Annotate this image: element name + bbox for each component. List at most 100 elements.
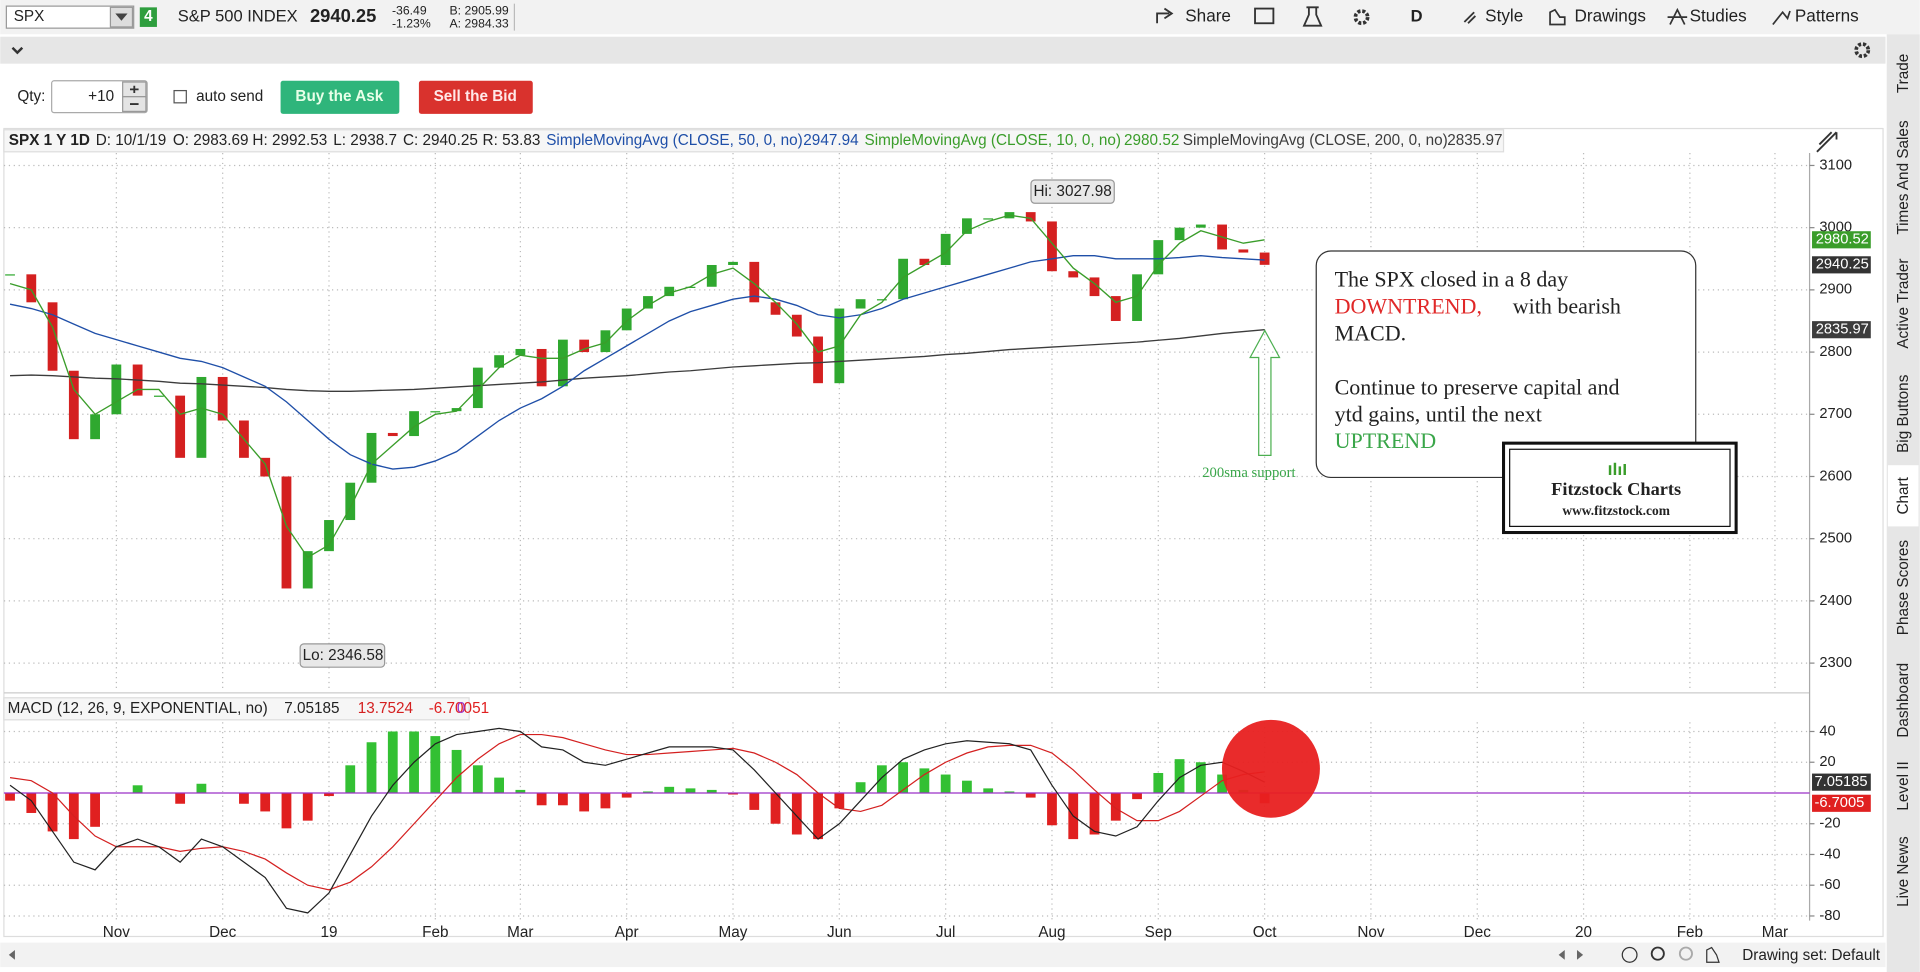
macd-badge-label: 7.05185 (1814, 774, 1867, 790)
notes-icon[interactable] (1254, 7, 1275, 25)
histogram-bar (430, 736, 441, 793)
style-button[interactable]: Style (1485, 6, 1523, 26)
studies-button[interactable]: Studies (1690, 6, 1747, 26)
candle (621, 308, 632, 331)
header-low: L: 2938.7 (333, 132, 397, 149)
panel-settings[interactable] (1854, 42, 1871, 59)
hist-value: -6.70051 (429, 700, 489, 717)
candle (47, 302, 58, 371)
macd-header (3, 697, 470, 721)
comment-downtrend: DOWNTREND, (1335, 294, 1482, 319)
support-label: 200sma support (1202, 465, 1295, 481)
candle (536, 348, 547, 387)
signal-value: 13.7524 (358, 700, 414, 717)
pan-tool[interactable] (1706, 946, 1720, 963)
histogram-bar (175, 792, 186, 804)
candle (919, 258, 930, 265)
auto-send-checkbox[interactable] (173, 89, 187, 104)
panel-bar (0, 36, 1886, 64)
sma-line (10, 329, 1265, 392)
histogram-bar (260, 792, 271, 812)
histogram-bar (1153, 772, 1164, 793)
histogram-bar (1217, 774, 1227, 793)
candle (409, 411, 419, 437)
histogram-bar (919, 768, 930, 793)
buy-button[interactable] (280, 80, 400, 114)
candle (855, 299, 866, 309)
net-change: -36.49 (392, 3, 427, 17)
x-tick-label: 20 (1575, 924, 1592, 941)
x-tick-label: May (719, 924, 748, 941)
active-tab (1887, 465, 1919, 527)
comment-line: MACD. (1335, 320, 1407, 345)
header-open: O: 2983.69 (173, 132, 249, 149)
macd-value: 7.05185 (284, 700, 339, 717)
price-badge-label: 2980.52 (1816, 232, 1869, 248)
highlight-circle (1221, 719, 1320, 818)
sidebar-tab[interactable]: Trade (1895, 54, 1912, 93)
chart-style-icon[interactable] (1816, 131, 1838, 153)
drawings-button[interactable]: Drawings (1575, 6, 1646, 26)
sidebar-tab[interactable]: Phase Scores (1895, 540, 1912, 636)
plot: Nov Dec 19 Feb Mar Apr May Jun Jul Aug Sep Oct Nov De… (3, 153, 1871, 941)
candle (1153, 240, 1164, 275)
studies-icon (1667, 7, 1688, 25)
sidebar-tab[interactable]: Dashboard (1895, 663, 1912, 738)
candle (153, 395, 164, 397)
hist-badge (1812, 794, 1871, 812)
lab-icon[interactable] (1302, 6, 1323, 27)
y-tick-label: 2700 (1819, 406, 1852, 422)
sidebar-tab[interactable]: Times And Sales (1895, 120, 1912, 235)
candle (664, 286, 675, 297)
header-range: R: 53.83 (483, 132, 541, 149)
crosshair-tool[interactable] (1621, 946, 1638, 963)
histogram-bar (643, 791, 653, 793)
y-tick-label: 2900 (1819, 282, 1852, 298)
study-value: 2980.52 (1124, 132, 1179, 149)
toolbar (0, 0, 1920, 35)
link-badge[interactable] (139, 7, 157, 27)
x-tick-label: Apr (615, 924, 639, 941)
candle (494, 355, 505, 368)
candle (962, 218, 972, 234)
logo-url: www.fitzstock.com (1562, 503, 1670, 518)
comment-line: ytd gains, until the next (1335, 401, 1542, 426)
x-tick-label: Jun (827, 924, 852, 941)
candle (515, 348, 526, 356)
histogram-bar (962, 780, 972, 793)
share-button[interactable]: Share (1185, 6, 1231, 26)
sell-button[interactable] (418, 80, 533, 114)
zoom-in[interactable] (1650, 946, 1665, 961)
x-tick-label: Mar (1762, 924, 1788, 941)
collapse-button[interactable] (11, 46, 24, 55)
sidebar-tab[interactable]: Big Buttons (1895, 374, 1912, 453)
x-tick-label: Dec (1464, 924, 1492, 941)
logo-inner (1509, 448, 1731, 528)
drawing-set[interactable]: Drawing set: Default (1742, 947, 1880, 964)
sidebar-tab[interactable]: Chart (1895, 476, 1912, 514)
patterns-button[interactable]: Patterns (1795, 6, 1859, 26)
sidebar-tab[interactable]: Active Trader (1895, 259, 1912, 349)
histogram-bar (239, 792, 249, 804)
aggregation-button[interactable]: D (1411, 6, 1423, 25)
macd-badge (1812, 773, 1871, 791)
qty-label: Qty: (17, 88, 45, 105)
histogram-bar (26, 792, 37, 813)
candle (579, 339, 590, 353)
study-name: SimpleMovingAvg (CLOSE, 200, 0, no) (1183, 132, 1448, 149)
candle (1089, 277, 1100, 297)
y-tick-label: -60 (1819, 877, 1840, 893)
macd-line (9, 727, 1265, 914)
histogram-bar (1004, 791, 1015, 793)
candle (302, 551, 313, 589)
zoom-out[interactable] (1678, 946, 1693, 961)
candle (1132, 274, 1142, 321)
candle (90, 414, 100, 440)
price-badge (1812, 231, 1871, 249)
histogram-bar (132, 785, 143, 793)
sidebar-tab[interactable]: Live News (1895, 836, 1912, 907)
sidebar-tab[interactable]: Level II (1895, 761, 1912, 810)
sma-line (9, 214, 1265, 559)
symbol-input[interactable] (5, 5, 135, 29)
